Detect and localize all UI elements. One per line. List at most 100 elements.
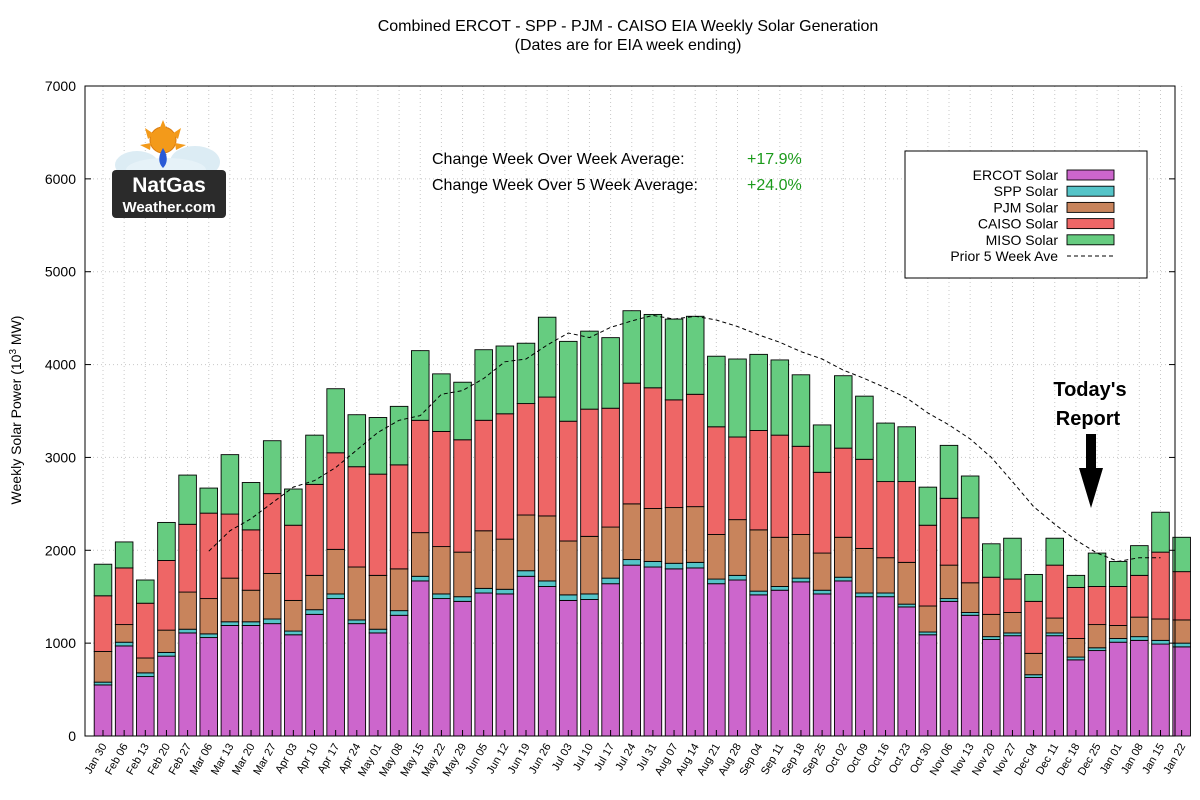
bar-spp — [537, 580, 557, 587]
x-tick-label: Jul 03 — [550, 742, 575, 773]
bar-miso — [1151, 511, 1170, 553]
bar-miso — [1172, 536, 1191, 573]
todays-report-line1: Today's — [1053, 379, 1126, 401]
bar-pjm — [1151, 618, 1170, 641]
bar-caiso — [305, 483, 324, 576]
bar-pjm — [411, 532, 430, 577]
bar-miso — [918, 486, 938, 526]
bar-pjm — [516, 514, 536, 572]
bar-spp — [834, 576, 853, 582]
bar-miso — [157, 521, 176, 561]
bar-miso — [728, 358, 747, 438]
bar-ercot — [1045, 635, 1064, 737]
bar-caiso — [749, 430, 768, 531]
bar-pjm — [326, 548, 345, 595]
bar-pjm — [389, 568, 409, 612]
bar-pjm — [136, 657, 155, 674]
bar-ercot — [432, 598, 451, 737]
x-tick-label: Jul 10 — [571, 742, 596, 773]
bar-pjm — [241, 589, 261, 623]
bar-caiso — [728, 436, 747, 521]
bar-pjm — [601, 526, 620, 579]
y-tick-label: 0 — [68, 728, 76, 744]
bar-spp — [284, 630, 303, 636]
bar-miso — [347, 414, 367, 468]
bar-miso — [897, 426, 916, 483]
bar-pjm — [622, 503, 642, 561]
bar-ercot — [516, 575, 536, 737]
bar-spp — [495, 588, 515, 595]
bar-pjm — [749, 529, 768, 592]
y-tick-label: 5000 — [45, 264, 76, 280]
bar-ercot — [537, 586, 557, 737]
bar-spp — [876, 592, 895, 598]
bar-spp — [178, 628, 197, 634]
bar-pjm — [834, 536, 853, 578]
bar-ercot — [495, 593, 515, 737]
todays-report-line2: Report — [1056, 408, 1121, 430]
bar-spp — [855, 592, 874, 598]
chart-title: Combined ERCOT - SPP - PJM - CAISO EIA W… — [378, 18, 879, 35]
bar-miso — [812, 424, 832, 473]
y-tick-label: 6000 — [45, 171, 76, 187]
bar-miso — [791, 374, 811, 447]
bar-miso — [368, 417, 388, 475]
bar-caiso — [389, 464, 409, 570]
bar-caiso — [1066, 586, 1086, 639]
bar-miso — [834, 375, 853, 449]
bar-ercot — [559, 599, 578, 737]
bar-ercot — [622, 564, 642, 737]
bar-pjm — [1066, 638, 1086, 658]
bar-pjm — [580, 535, 599, 595]
bar-ercot — [643, 566, 663, 737]
bar-miso — [643, 313, 663, 389]
bar-caiso — [834, 447, 853, 538]
bar-pjm — [1024, 652, 1043, 676]
bar-caiso — [559, 420, 578, 542]
bar-miso — [1003, 537, 1022, 580]
chart-subtitle: (Dates are for EIA week ending) — [515, 37, 742, 54]
bar-ercot — [368, 632, 388, 737]
bar-miso — [1066, 574, 1086, 588]
bar-miso — [284, 488, 303, 526]
bar-ercot — [1024, 677, 1043, 737]
bar-miso — [199, 487, 218, 514]
natgas-weather-logo: NatGas Weather.com — [112, 120, 226, 218]
bar-ercot — [1108, 641, 1128, 737]
bar-spp — [1130, 636, 1149, 641]
bar-pjm — [199, 598, 218, 635]
y-axis-label-end: MW) — [8, 316, 24, 349]
bar-miso — [960, 475, 980, 519]
bar-spp — [685, 561, 705, 569]
bar-ercot — [262, 623, 282, 737]
bar-pjm — [284, 599, 303, 632]
bar-miso — [622, 310, 642, 384]
bar-pjm — [347, 566, 367, 621]
bar-caiso — [601, 407, 620, 528]
bar-ercot — [114, 645, 134, 737]
bar-miso — [559, 340, 578, 422]
bar-pjm — [1108, 625, 1128, 639]
bar-caiso — [918, 524, 938, 607]
bar-pjm — [453, 551, 472, 598]
bar-pjm — [305, 574, 324, 611]
bar-pjm — [643, 508, 663, 562]
bar-pjm — [93, 651, 113, 683]
bar-spp — [157, 651, 176, 657]
bar-caiso — [643, 387, 663, 509]
logo-text-natgas: NatGas — [132, 174, 206, 197]
bar-caiso — [199, 512, 218, 600]
bar-ercot — [284, 634, 303, 737]
bar-caiso — [241, 529, 261, 591]
bar-pjm — [368, 574, 388, 630]
bar-caiso — [1024, 600, 1043, 654]
bar-spp — [114, 641, 134, 647]
y-tick-label: 3000 — [45, 449, 76, 465]
bar-spp — [728, 574, 747, 581]
bar-miso — [580, 330, 599, 410]
bar-miso — [1024, 573, 1043, 602]
bar-spp — [241, 621, 261, 626]
bar-ercot — [855, 596, 874, 737]
y-axis-label-sup: 3 — [8, 349, 19, 355]
